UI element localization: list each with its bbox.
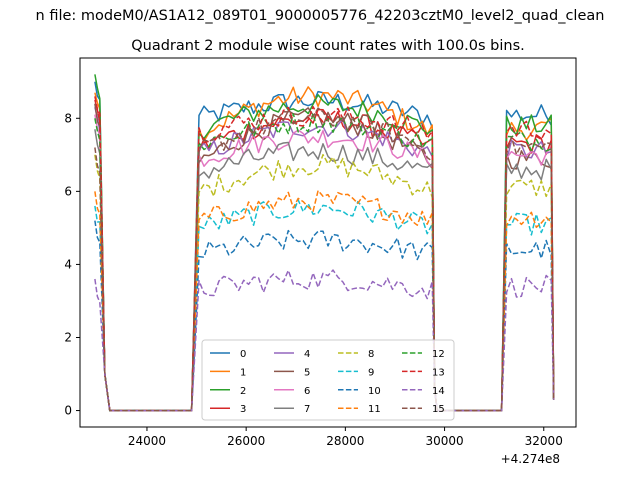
legend-label-8: 8 <box>368 349 374 360</box>
x-tick-label: 26000 <box>227 434 265 448</box>
legend-label-10: 10 <box>368 386 381 397</box>
legend-label-9: 9 <box>368 367 374 378</box>
legend-label-4: 4 <box>304 349 310 360</box>
y-tick-label: 4 <box>64 257 72 271</box>
y-tick-label: 2 <box>64 330 72 344</box>
legend-label-7: 7 <box>304 404 310 415</box>
axes-frame <box>79 57 577 428</box>
x-offset-label: +4.274e8 <box>501 452 560 466</box>
y-axis: 0 2 4 6 8 <box>64 111 80 418</box>
legend-label-11: 11 <box>368 404 381 415</box>
y-tick-label: 0 <box>64 404 72 418</box>
legend-label-6: 6 <box>304 386 310 397</box>
legend-label-0: 0 <box>240 349 246 360</box>
plot-area <box>94 74 555 412</box>
x-axis: 24000 26000 28000 30000 32000 <box>128 427 563 448</box>
series-line-15 <box>94 107 555 412</box>
legend-label-2: 2 <box>240 386 246 397</box>
series-line-12 <box>94 112 555 412</box>
series-line-14 <box>94 269 555 412</box>
legend-label-5: 5 <box>304 367 310 378</box>
legend-label-15: 15 <box>432 404 445 415</box>
legend-box <box>201 339 455 421</box>
chart-title: Quadrant 2 module wise count rates with … <box>131 38 525 54</box>
series-line-10 <box>94 220 555 412</box>
y-tick-label: 8 <box>64 111 72 125</box>
legend-label-1: 1 <box>240 367 246 378</box>
x-tick-label: 30000 <box>425 434 463 448</box>
legend-label-12: 12 <box>432 349 445 360</box>
legend-label-3: 3 <box>240 404 246 415</box>
x-tick-label: 24000 <box>128 434 166 448</box>
figure-suptitle: n file: modeM0/AS1A12_089T01_9000005776_… <box>36 8 605 24</box>
y-tick-label: 6 <box>64 184 72 198</box>
x-tick-label: 32000 <box>525 434 563 448</box>
legend-label-13: 13 <box>432 367 445 378</box>
legend-label-14: 14 <box>432 386 445 397</box>
x-tick-label: 28000 <box>326 434 364 448</box>
